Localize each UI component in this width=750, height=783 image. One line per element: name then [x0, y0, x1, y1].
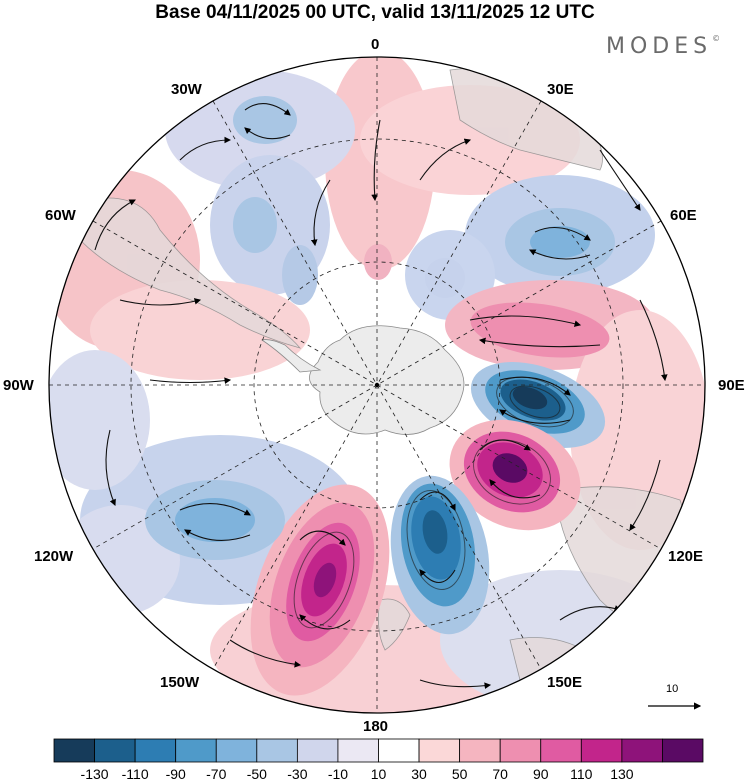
colorbar-swatch — [459, 738, 501, 763]
colorbar-tick-label: 70 — [492, 766, 508, 782]
anomaly-center-12 — [364, 244, 392, 280]
colorbar-tick-label: -70 — [206, 766, 227, 782]
antarctic-peninsula — [261, 339, 322, 373]
copyright-mark: © — [712, 34, 721, 43]
lon-label-30e: 30E — [547, 81, 574, 98]
colorbar-swatch — [256, 738, 298, 763]
lon-label-60e: 60E — [670, 207, 697, 224]
map-field — [49, 57, 705, 713]
lon-label-150w: 150W — [160, 674, 200, 691]
colorbar-swatch — [580, 738, 623, 763]
lon-label-150e: 150E — [547, 674, 583, 691]
anomaly-center-3 — [492, 453, 528, 483]
colorbar-tick-label: -50 — [246, 766, 267, 782]
anomaly-center-1 — [512, 386, 548, 410]
wind-streamlines — [94, 103, 668, 689]
colorbar-tick-label: -110 — [121, 766, 149, 782]
brand-logo: MODES© — [606, 34, 720, 59]
colorbar-tick-label: 50 — [451, 766, 468, 782]
colorbar-swatch — [53, 738, 95, 763]
colorbar-tick-label: 130 — [610, 766, 634, 782]
lon-label-180: 180 — [363, 718, 389, 735]
colorbar-swatch — [215, 738, 258, 763]
new-zealand-outline — [377, 598, 411, 651]
lon-label-90e: 90E — [718, 377, 745, 394]
lon-label-30w: 30W — [171, 81, 202, 98]
anomaly-center-9 — [233, 197, 277, 253]
anomaly-center-11 — [282, 245, 318, 305]
brand-name: MODES — [606, 34, 713, 59]
map-title: Base 04/11/2025 00 UTC, valid 13/11/2025… — [155, 2, 595, 23]
colorbar-swatch — [499, 738, 542, 763]
map-boundary — [48, 56, 706, 714]
colorbar-tick-label: 30 — [411, 766, 427, 782]
anomaly-center-2 — [422, 510, 448, 554]
colorbar-swatch — [540, 738, 582, 763]
colorbar-swatch — [94, 738, 136, 763]
colorbar-swatch — [175, 738, 217, 763]
colorbar-swatch — [337, 738, 379, 763]
colorbar-swatch — [621, 738, 663, 763]
anomaly-center-4 — [313, 562, 337, 598]
anomaly-center-10 — [425, 258, 465, 298]
lon-label-120w: 120W — [34, 548, 74, 565]
colorbar-tick-label: 110 — [570, 766, 593, 782]
lon-label-120e: 120E — [668, 548, 704, 565]
anomaly-center-5 — [175, 498, 255, 542]
colorbar-tick-label: -10 — [327, 766, 349, 782]
colorbar-swatch — [134, 738, 177, 763]
colorbar-tick-label: -130 — [80, 766, 109, 782]
colorbar-tick-label: 10 — [370, 766, 387, 782]
lon-label-0: 0 — [371, 36, 380, 53]
antarctica-landmass — [309, 325, 465, 435]
colorbar-swatch — [378, 738, 420, 763]
colorbar-swatch — [296, 738, 339, 763]
lon-label-90w: 90W — [3, 377, 34, 394]
colorbar-tick-label: 90 — [532, 766, 549, 782]
lon-label-60w: 60W — [45, 207, 76, 224]
colorbar-swatch — [418, 738, 461, 763]
colorbar-tick-label: -90 — [165, 766, 186, 782]
colorbar-tick-label: -30 — [287, 766, 308, 782]
south-pole-marker — [374, 382, 380, 388]
colorbar-swatch — [662, 738, 704, 763]
reference-vector-label: 10 — [666, 683, 679, 695]
south-america-outline — [79, 197, 302, 349]
anomaly-center-6 — [530, 226, 590, 258]
